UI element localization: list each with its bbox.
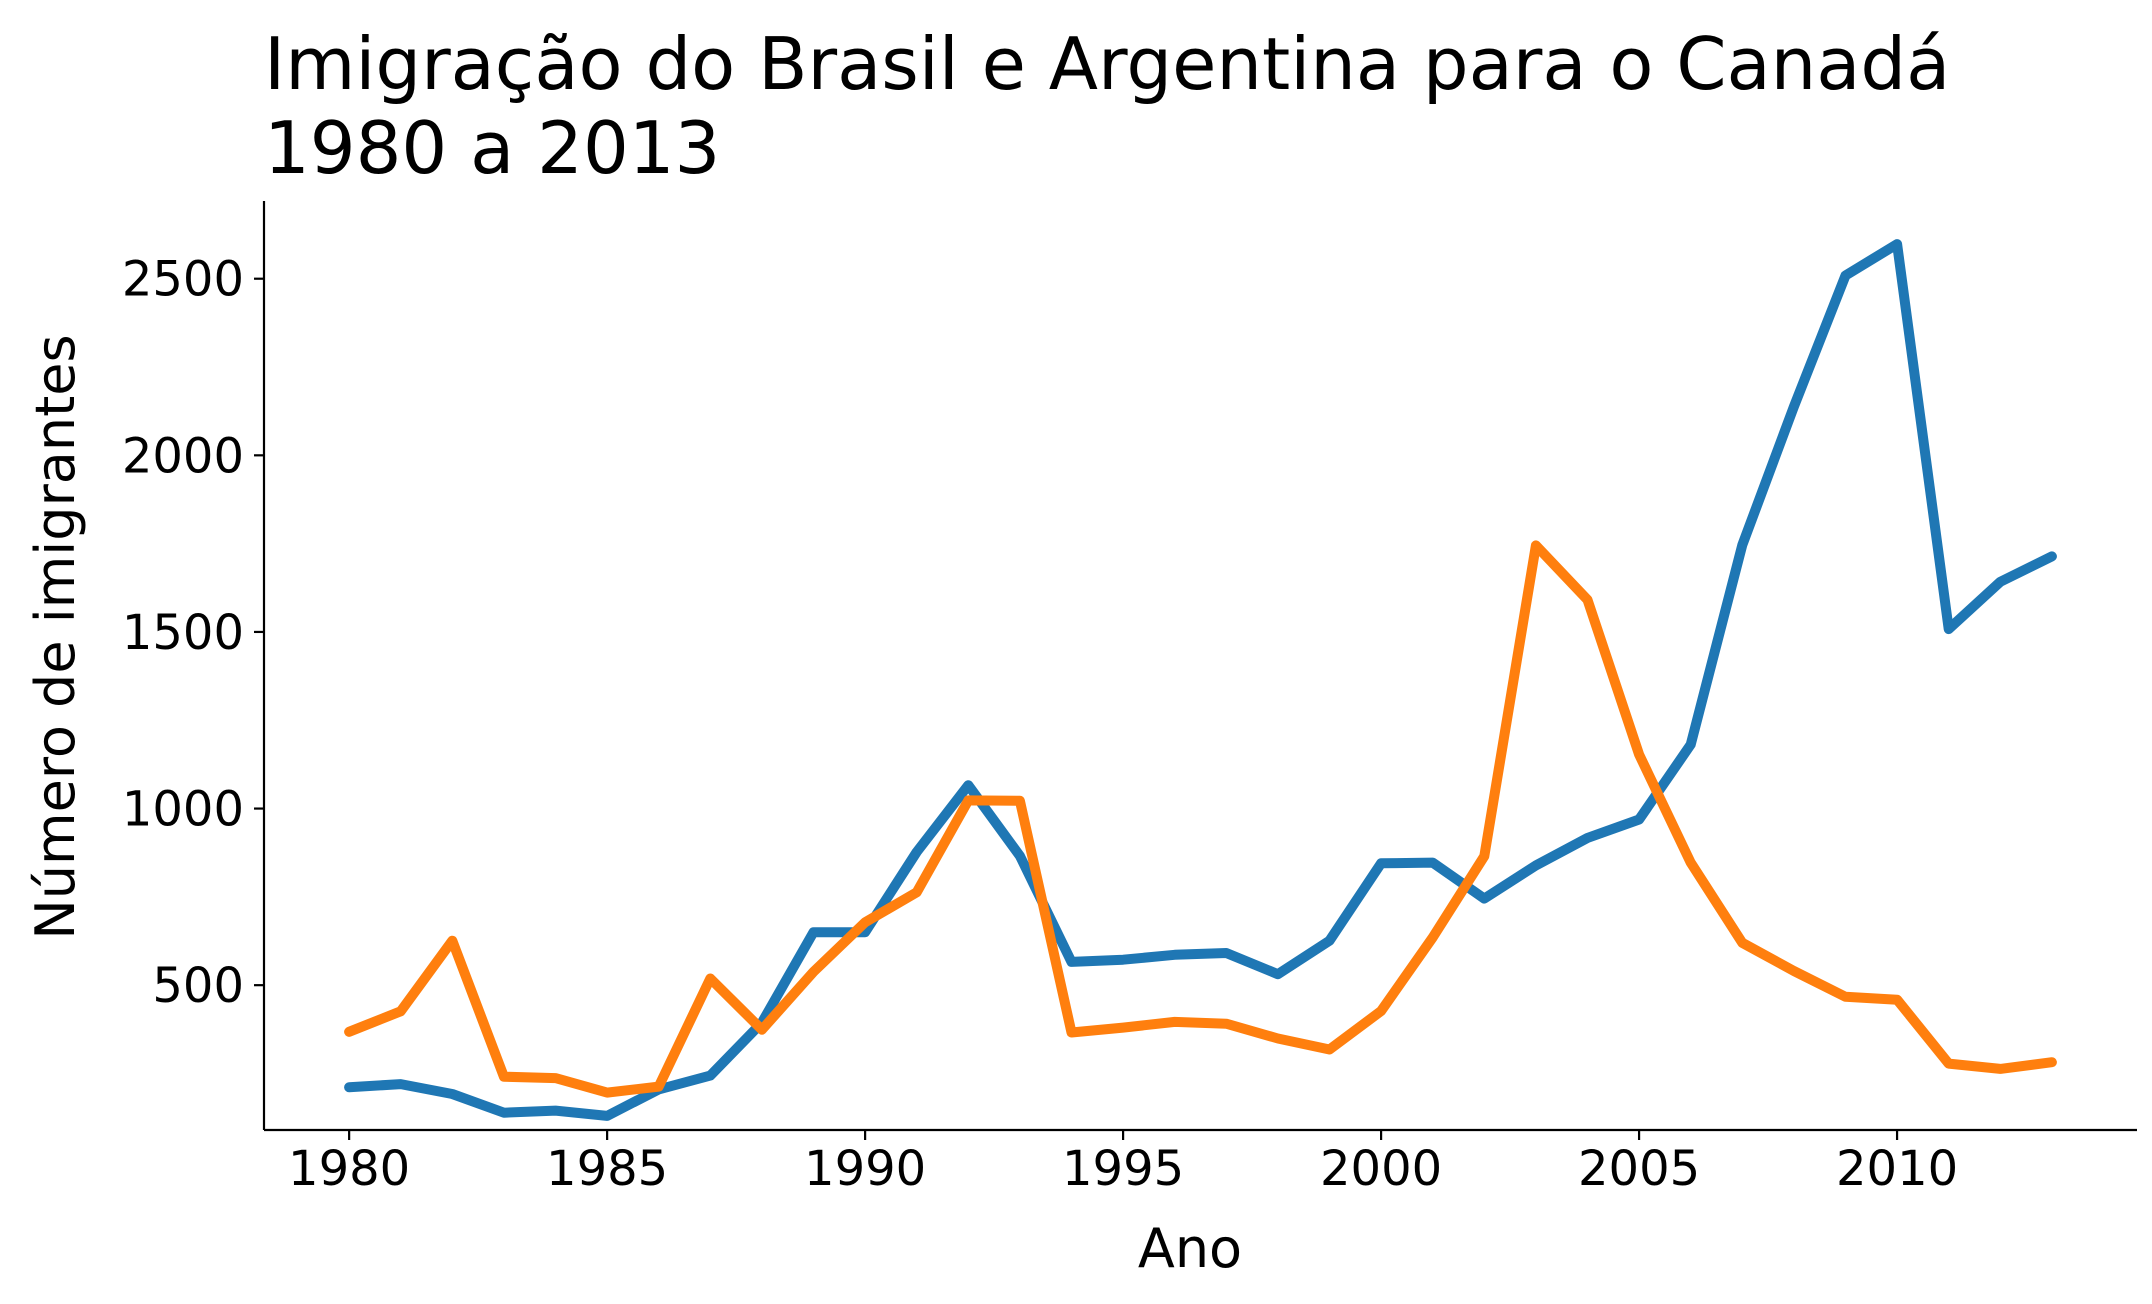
x-tick-label: 1990 xyxy=(804,1141,926,1197)
x-tick-label: 1985 xyxy=(546,1141,668,1197)
x-tick-label: 2010 xyxy=(1836,1141,1958,1197)
y-tick-label: 2000 xyxy=(122,428,244,484)
axes-layer: 1980 1985 1990 1995 2000 2005 2010 500 1000 1500 2… xyxy=(122,201,2137,1197)
x-tick-label: 1995 xyxy=(1062,1141,1184,1197)
y-tick-label: 1500 xyxy=(122,605,244,661)
y-axis-label: Número de imigrantes xyxy=(24,334,87,939)
x-axis-label: Ano xyxy=(1138,1217,1242,1280)
x-tick-label: 2000 xyxy=(1320,1141,1442,1197)
y-tick-label: 500 xyxy=(152,958,244,1014)
x-tick-label: 2005 xyxy=(1578,1141,1700,1197)
title-line-1: Imigração do Brasil e Argentina para o C… xyxy=(264,22,1951,106)
series-line-2 xyxy=(344,540,2057,1098)
x-tick-label: 1980 xyxy=(288,1141,410,1197)
series-line-1 xyxy=(344,239,2057,1121)
chart-title: Imigração do Brasil e Argentina para o C… xyxy=(264,22,1950,190)
y-tick-label: 1000 xyxy=(122,782,244,838)
series-layer xyxy=(344,239,2057,1121)
y-tick-label: 2500 xyxy=(122,252,244,308)
title-line-2: 1980 a 2013 xyxy=(264,106,721,190)
